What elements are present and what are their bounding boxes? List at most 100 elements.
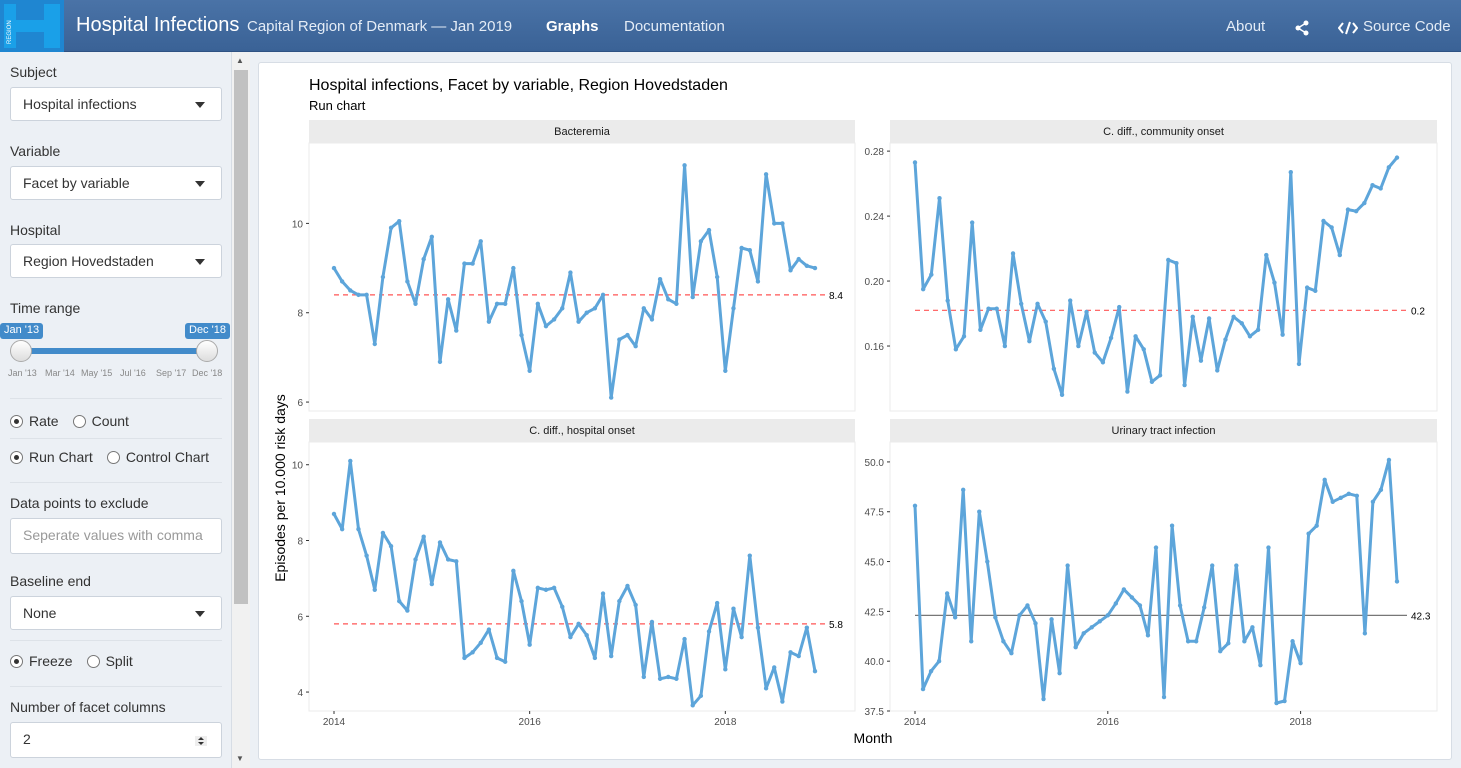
variable-select[interactable]: Facet by variable	[10, 166, 222, 200]
data-point	[649, 317, 655, 322]
stepper-icon[interactable]	[195, 736, 207, 746]
radio-split[interactable]	[86, 654, 100, 668]
data-point	[1017, 613, 1022, 618]
divider	[10, 686, 222, 687]
time-range-slider-track[interactable]	[20, 348, 208, 354]
radio-rate[interactable]	[10, 414, 23, 428]
baseline-select[interactable]: None	[10, 596, 222, 630]
data-point	[1027, 338, 1032, 344]
data-point	[969, 220, 975, 225]
data-point	[929, 272, 934, 277]
y-tick-label: 8	[297, 537, 303, 548]
source-code-link[interactable]: Source Code	[1363, 18, 1451, 35]
data-point	[739, 245, 744, 251]
data-point	[576, 621, 581, 627]
y-tick-label: 42.5	[865, 607, 885, 618]
radio-freeze-label[interactable]: Freeze	[29, 653, 73, 669]
data-point	[1125, 389, 1130, 394]
sidebar-scrollbar[interactable]: ▲ ▼	[232, 52, 250, 768]
data-point	[511, 568, 516, 574]
data-point	[788, 650, 793, 655]
about-link[interactable]: About	[1226, 18, 1266, 35]
data-point	[1177, 603, 1183, 608]
slider-handle-to[interactable]	[196, 340, 218, 362]
radio-count[interactable]	[72, 414, 86, 428]
data-point	[478, 239, 483, 244]
radio-count-label[interactable]: Count	[91, 413, 129, 429]
y-tick-label: 10	[292, 219, 304, 230]
data-point	[600, 591, 606, 596]
facet-columns-input[interactable]: 2	[10, 722, 222, 758]
data-point	[945, 298, 950, 303]
code-icon[interactable]	[1338, 20, 1358, 36]
data-point	[706, 629, 712, 634]
region-logo-icon[interactable]: REGION	[0, 0, 64, 52]
slider-handle-from[interactable]	[10, 340, 32, 362]
data-point	[1076, 343, 1081, 349]
data-point	[1057, 670, 1062, 676]
data-point	[454, 328, 459, 333]
exclude-input[interactable]: Seperate values with comma	[10, 518, 222, 554]
data-point	[1210, 563, 1215, 568]
data-point	[462, 655, 467, 661]
series-line	[332, 459, 817, 707]
radio-run-chart[interactable]	[10, 450, 23, 464]
data-point	[527, 368, 532, 373]
share-icon[interactable]	[1294, 20, 1310, 36]
data-point	[1166, 257, 1171, 263]
data-point	[600, 292, 606, 298]
radio-freeze[interactable]	[10, 654, 23, 668]
data-point	[413, 557, 418, 562]
tab-documentation[interactable]: Documentation	[624, 18, 725, 35]
data-point	[1081, 631, 1086, 636]
chart-subtitle: Run chart	[309, 98, 366, 113]
data-point	[364, 553, 369, 558]
data-point	[682, 163, 687, 168]
data-point	[1345, 207, 1351, 212]
data-point	[666, 674, 671, 680]
data-point	[429, 234, 435, 239]
exclude-label: Data points to exclude	[10, 495, 149, 511]
radio-control-chart[interactable]	[106, 450, 120, 464]
y-tick-label: 47.5	[865, 508, 885, 519]
data-point	[1145, 633, 1151, 638]
radio-rate-label[interactable]: Rate	[29, 413, 59, 429]
data-point	[755, 625, 761, 630]
divider	[10, 438, 222, 439]
data-point	[961, 334, 967, 339]
data-point	[519, 332, 524, 338]
data-point	[1304, 285, 1310, 290]
scroll-up-icon[interactable]: ▲	[236, 56, 244, 65]
tab-graphs[interactable]: Graphs	[546, 18, 599, 35]
data-point	[1089, 625, 1094, 630]
data-point	[698, 239, 704, 244]
data-point	[1274, 700, 1279, 706]
data-point	[920, 286, 926, 292]
facet-columns-value: 2	[23, 731, 31, 747]
data-point	[1378, 186, 1383, 191]
data-point	[1354, 493, 1360, 498]
radio-run-chart-label[interactable]: Run Chart	[29, 449, 93, 465]
data-point	[936, 658, 942, 664]
app-title[interactable]: Hospital Infections	[76, 14, 240, 36]
hospital-select[interactable]: Region Hovedstaden	[10, 244, 222, 278]
data-point	[1190, 314, 1195, 319]
data-point	[1185, 639, 1191, 644]
radio-split-label[interactable]: Split	[105, 653, 133, 669]
app-subtitle: Capital Region of Denmark — Jan 2019	[247, 18, 513, 35]
data-point	[462, 261, 467, 266]
data-point	[723, 368, 728, 373]
radio-control-chart-label[interactable]: Control Chart	[125, 449, 210, 465]
scrollbar-thumb[interactable]	[234, 70, 248, 604]
divider	[10, 640, 222, 641]
data-point	[985, 559, 990, 564]
data-point	[584, 633, 589, 638]
scroll-down-icon[interactable]: ▼	[236, 754, 244, 763]
data-point	[1296, 361, 1302, 367]
facet-columns-label: Number of facet columns	[10, 699, 166, 715]
data-point	[706, 227, 712, 233]
slider-tick: Sep '17	[156, 368, 187, 378]
data-point	[978, 327, 983, 332]
subject-select[interactable]: Hospital infections	[10, 87, 222, 121]
slider-to-badge: Dec '18	[185, 323, 230, 339]
